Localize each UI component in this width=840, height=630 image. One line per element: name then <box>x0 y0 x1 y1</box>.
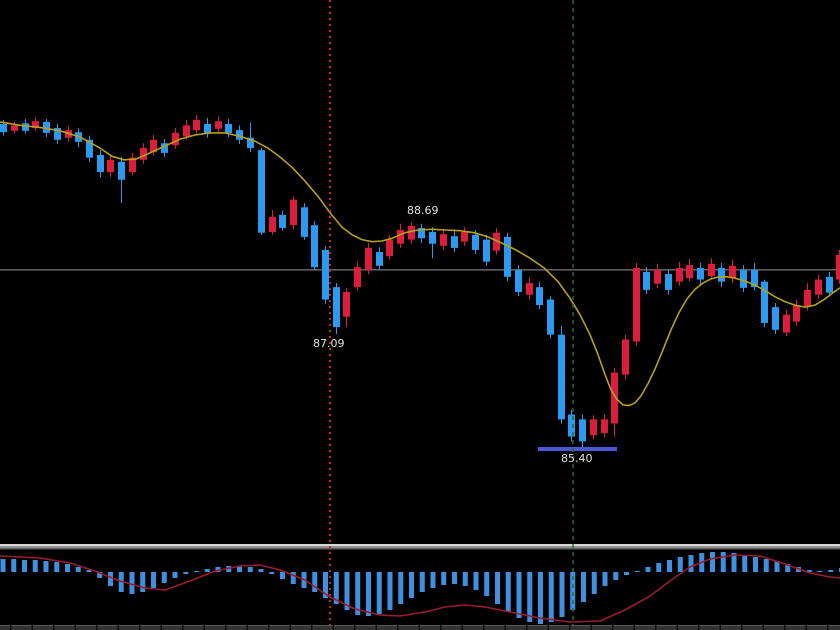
time-axis[interactable] <box>0 625 840 630</box>
indicator-signal-line <box>0 554 840 623</box>
price-label-high: 88.69 <box>407 204 439 217</box>
price-label-low: 87.09 <box>313 337 345 350</box>
price-label-support: 85.40 <box>561 452 593 465</box>
vertical-markers <box>329 0 574 625</box>
moving-average-line <box>0 121 840 407</box>
pane-splitter[interactable] <box>0 544 840 550</box>
candlesticks <box>0 114 840 449</box>
